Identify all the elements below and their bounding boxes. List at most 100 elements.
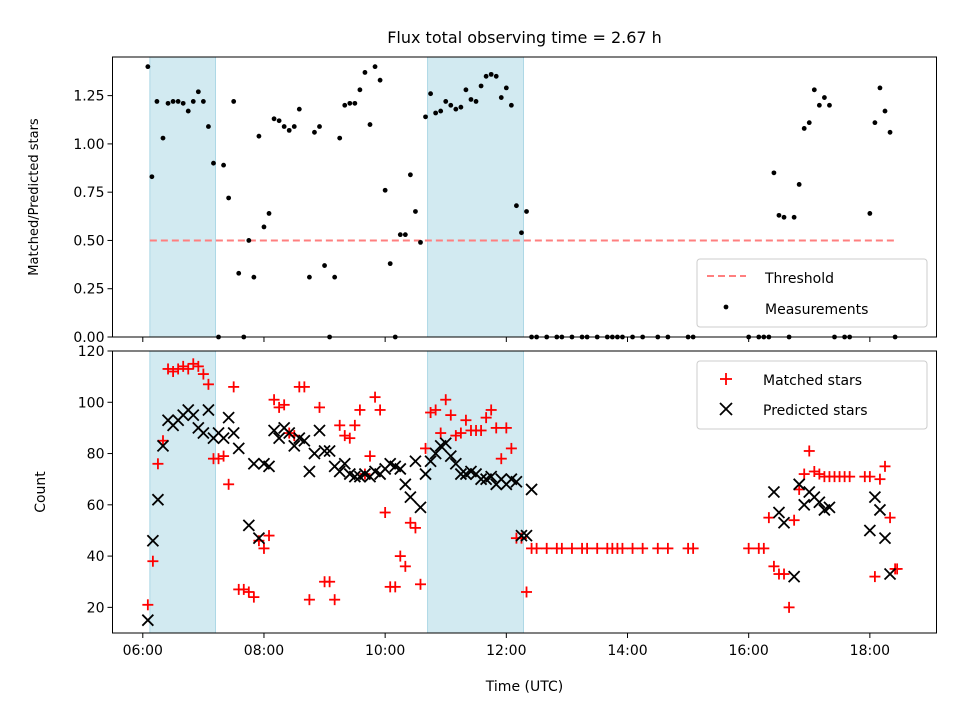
measurement-point <box>468 97 474 102</box>
predicted-star-marker <box>873 503 887 517</box>
measurement-point <box>170 99 176 104</box>
matched-star-marker <box>813 468 825 480</box>
matched-star-marker <box>874 473 886 485</box>
matched-star-marker <box>884 512 896 524</box>
legend-measurements-swatch <box>723 304 729 310</box>
bottom-x-ticks: 06:00 08:00 10:00 12:00 14:00 16:00 18:00 <box>123 633 890 659</box>
predicted-star-marker <box>414 501 427 514</box>
x-tick-label: 10:00 <box>365 643 405 659</box>
matched-star-marker <box>202 378 214 390</box>
y-tick-label: 0.75 <box>73 185 104 201</box>
matched-star-marker <box>616 542 628 554</box>
matched-star-marker <box>460 414 472 426</box>
matched-star-marker <box>455 427 467 439</box>
x-axis-label: Time (UTC) <box>485 679 563 695</box>
measurement-point <box>872 120 878 126</box>
measurement-point <box>307 274 312 280</box>
measurement-point <box>206 124 211 129</box>
top-y-ticks: 0.00 0.25 0.50 0.75 1.00 1.25 <box>73 89 113 346</box>
measurement-point <box>347 100 353 106</box>
predicted-star-marker <box>878 532 892 545</box>
predicted-star-marker <box>141 614 154 627</box>
x-tick-label: 14:00 <box>607 643 647 659</box>
matched-star-marker <box>182 363 194 375</box>
measurement-point <box>332 274 338 280</box>
matched-star-marker <box>379 507 391 519</box>
predicted-star-marker <box>267 424 281 437</box>
measurement-point <box>816 102 822 108</box>
predicted-star-marker <box>439 437 452 450</box>
matched-star-marker <box>213 453 225 465</box>
matched-star-marker <box>743 542 755 554</box>
predicted-star-marker <box>187 408 200 422</box>
matched-star-marker <box>581 542 593 554</box>
measurement-point <box>493 73 499 79</box>
predicted-star-marker <box>242 519 255 532</box>
bottom-panel: 20 40 60 80 100 120 06:00 08:00 10:00 12:00 14:00… <box>33 344 937 695</box>
matched-star-marker <box>803 445 815 457</box>
matched-star-marker <box>435 427 447 439</box>
predicted-star-marker <box>883 567 897 581</box>
matched-star-marker <box>334 419 346 431</box>
matched-star-marker <box>278 399 290 411</box>
measurement-point <box>397 232 403 238</box>
predicted-stars-series <box>141 403 897 627</box>
matched-stars-series <box>142 358 903 613</box>
matched-star-marker <box>637 542 649 554</box>
matched-star-marker <box>223 478 235 490</box>
matched-star-marker <box>414 578 426 590</box>
predicted-star-marker <box>485 470 498 483</box>
predicted-star-marker <box>449 457 462 470</box>
measurement-point <box>796 182 802 187</box>
predicted-star-marker <box>308 447 321 460</box>
matched-star-marker <box>177 360 189 372</box>
top-legend: Threshold Measurements <box>696 258 928 328</box>
legend-measurements-label: Measurements <box>765 302 868 318</box>
predicted-star-marker <box>409 455 422 468</box>
matched-star-marker <box>879 460 891 472</box>
shaded-interval-1 <box>149 56 216 338</box>
matched-star-marker <box>404 517 416 529</box>
bottom-plot-frame <box>112 350 937 634</box>
matched-star-marker <box>389 581 401 593</box>
measurement-point <box>231 99 237 104</box>
top-shaded-intervals <box>149 56 524 338</box>
predicted-star-marker <box>288 439 301 452</box>
top-panel: 0.00 0.25 0.50 0.75 1.00 1.25 Matched/Predict… <box>27 56 937 346</box>
predicted-star-marker <box>868 490 882 504</box>
matched-star-marker <box>172 363 184 375</box>
matched-star-marker <box>490 422 502 434</box>
measurement-point <box>882 108 888 114</box>
measurement-point <box>317 124 322 129</box>
predicted-star-marker <box>424 455 437 468</box>
predicted-star-marker <box>429 447 442 460</box>
matched-star-marker <box>324 576 336 588</box>
predicted-star-marker <box>262 460 276 473</box>
bottom-legend: Matched stars Predicted stars <box>696 360 928 430</box>
measurement-point <box>514 203 519 209</box>
matched-star-marker <box>500 422 512 434</box>
matched-star-marker <box>420 442 432 454</box>
predicted-star-marker <box>399 478 412 491</box>
measurement-point <box>291 124 297 129</box>
y-tick-label: 120 <box>78 344 105 360</box>
top-plot-frame <box>112 56 937 338</box>
predicted-star-marker <box>156 439 170 452</box>
y-tick-label: 20 <box>87 600 105 616</box>
shaded-interval-2 <box>427 56 524 338</box>
matched-star-marker <box>763 512 775 524</box>
matched-star-marker <box>798 468 810 480</box>
measurement-point <box>185 108 191 114</box>
predicted-star-marker <box>454 467 468 481</box>
matched-star-marker <box>354 404 366 416</box>
top-y-axis-label: Matched/Predicted stars <box>27 118 42 276</box>
matched-star-marker <box>891 563 903 575</box>
measurement-point <box>458 104 464 110</box>
x-tick-label: 12:00 <box>486 643 526 659</box>
measurement-point <box>190 99 196 104</box>
measurement-point <box>443 99 449 104</box>
matched-star-marker <box>344 432 356 444</box>
y-tick-label: 0.00 <box>73 330 104 346</box>
measurement-point <box>433 110 439 116</box>
